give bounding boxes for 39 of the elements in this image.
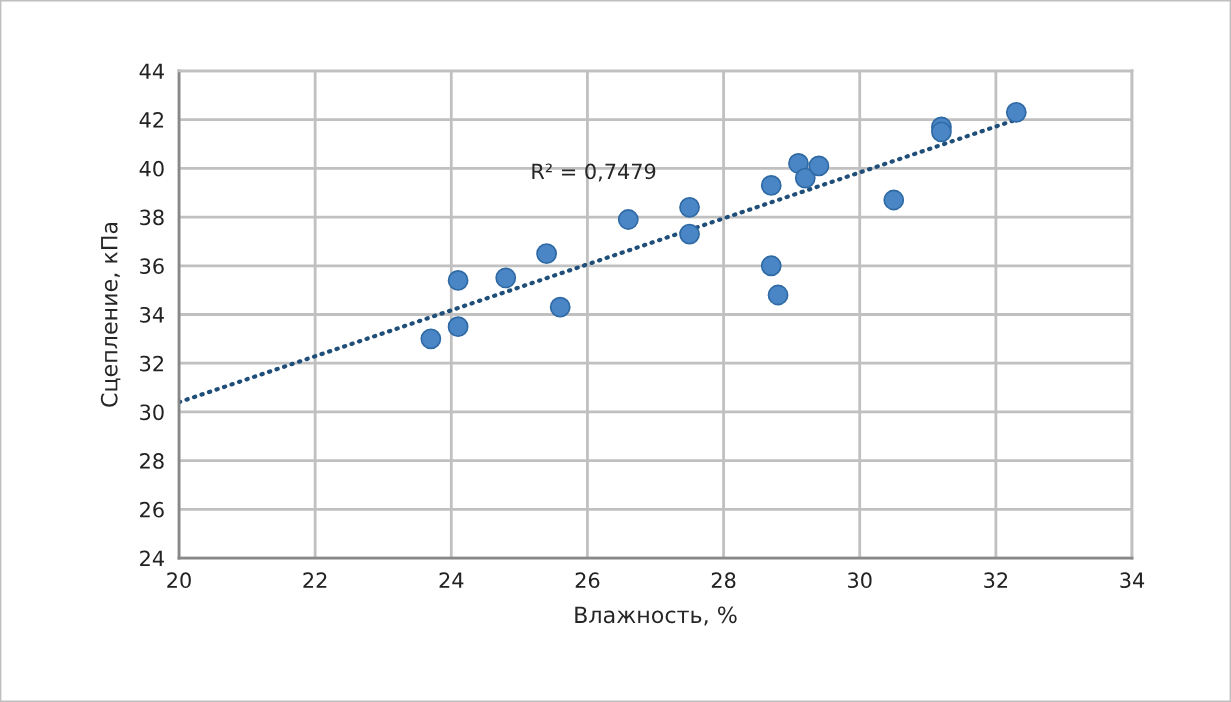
- x-tick-label: 22: [303, 572, 327, 588]
- point: [679, 223, 700, 245]
- point: [931, 121, 952, 143]
- x-axis-title: Влажность, %: [575, 606, 737, 626]
- y-axis-title: Сцепление, кПа: [100, 222, 121, 407]
- point: [679, 196, 700, 218]
- y-tick-label: 38: [140, 209, 164, 226]
- point: [767, 284, 789, 306]
- point: [495, 267, 517, 289]
- y-tick-label: 24: [140, 550, 164, 567]
- point: [883, 189, 905, 211]
- x-tick-label: 32: [984, 572, 1008, 589]
- point: [760, 174, 782, 196]
- x-tick-label: 30: [848, 572, 872, 589]
- y-tick-label: 32: [140, 355, 164, 372]
- point: [536, 243, 557, 265]
- point: [1005, 101, 1027, 123]
- x-tick-label: 34: [1120, 572, 1145, 589]
- point: [420, 328, 442, 350]
- annotation: R² = 0,7479: [532, 163, 656, 182]
- x-tick-label: 20: [167, 572, 191, 589]
- point: [794, 167, 816, 189]
- y-tick-label: 44: [139, 63, 164, 79]
- x-tick-label: 28: [711, 572, 736, 589]
- y-tick-label: 36: [140, 258, 164, 274]
- point: [447, 316, 469, 338]
- y-tick-label: 42: [139, 112, 164, 128]
- x-tick-label: 26: [575, 572, 600, 589]
- y-tick-label: 28: [140, 453, 164, 469]
- y-tick-label: 40: [139, 160, 164, 177]
- y-tick-label: 26: [140, 501, 164, 518]
- point: [617, 209, 639, 230]
- point: [808, 155, 830, 177]
- point: [760, 255, 782, 277]
- y-tick-label: 34: [140, 306, 164, 323]
- x-tick-label: 24: [439, 572, 464, 588]
- point: [549, 296, 571, 318]
- y-tick-label: 30: [140, 404, 164, 421]
- point: [447, 269, 469, 291]
